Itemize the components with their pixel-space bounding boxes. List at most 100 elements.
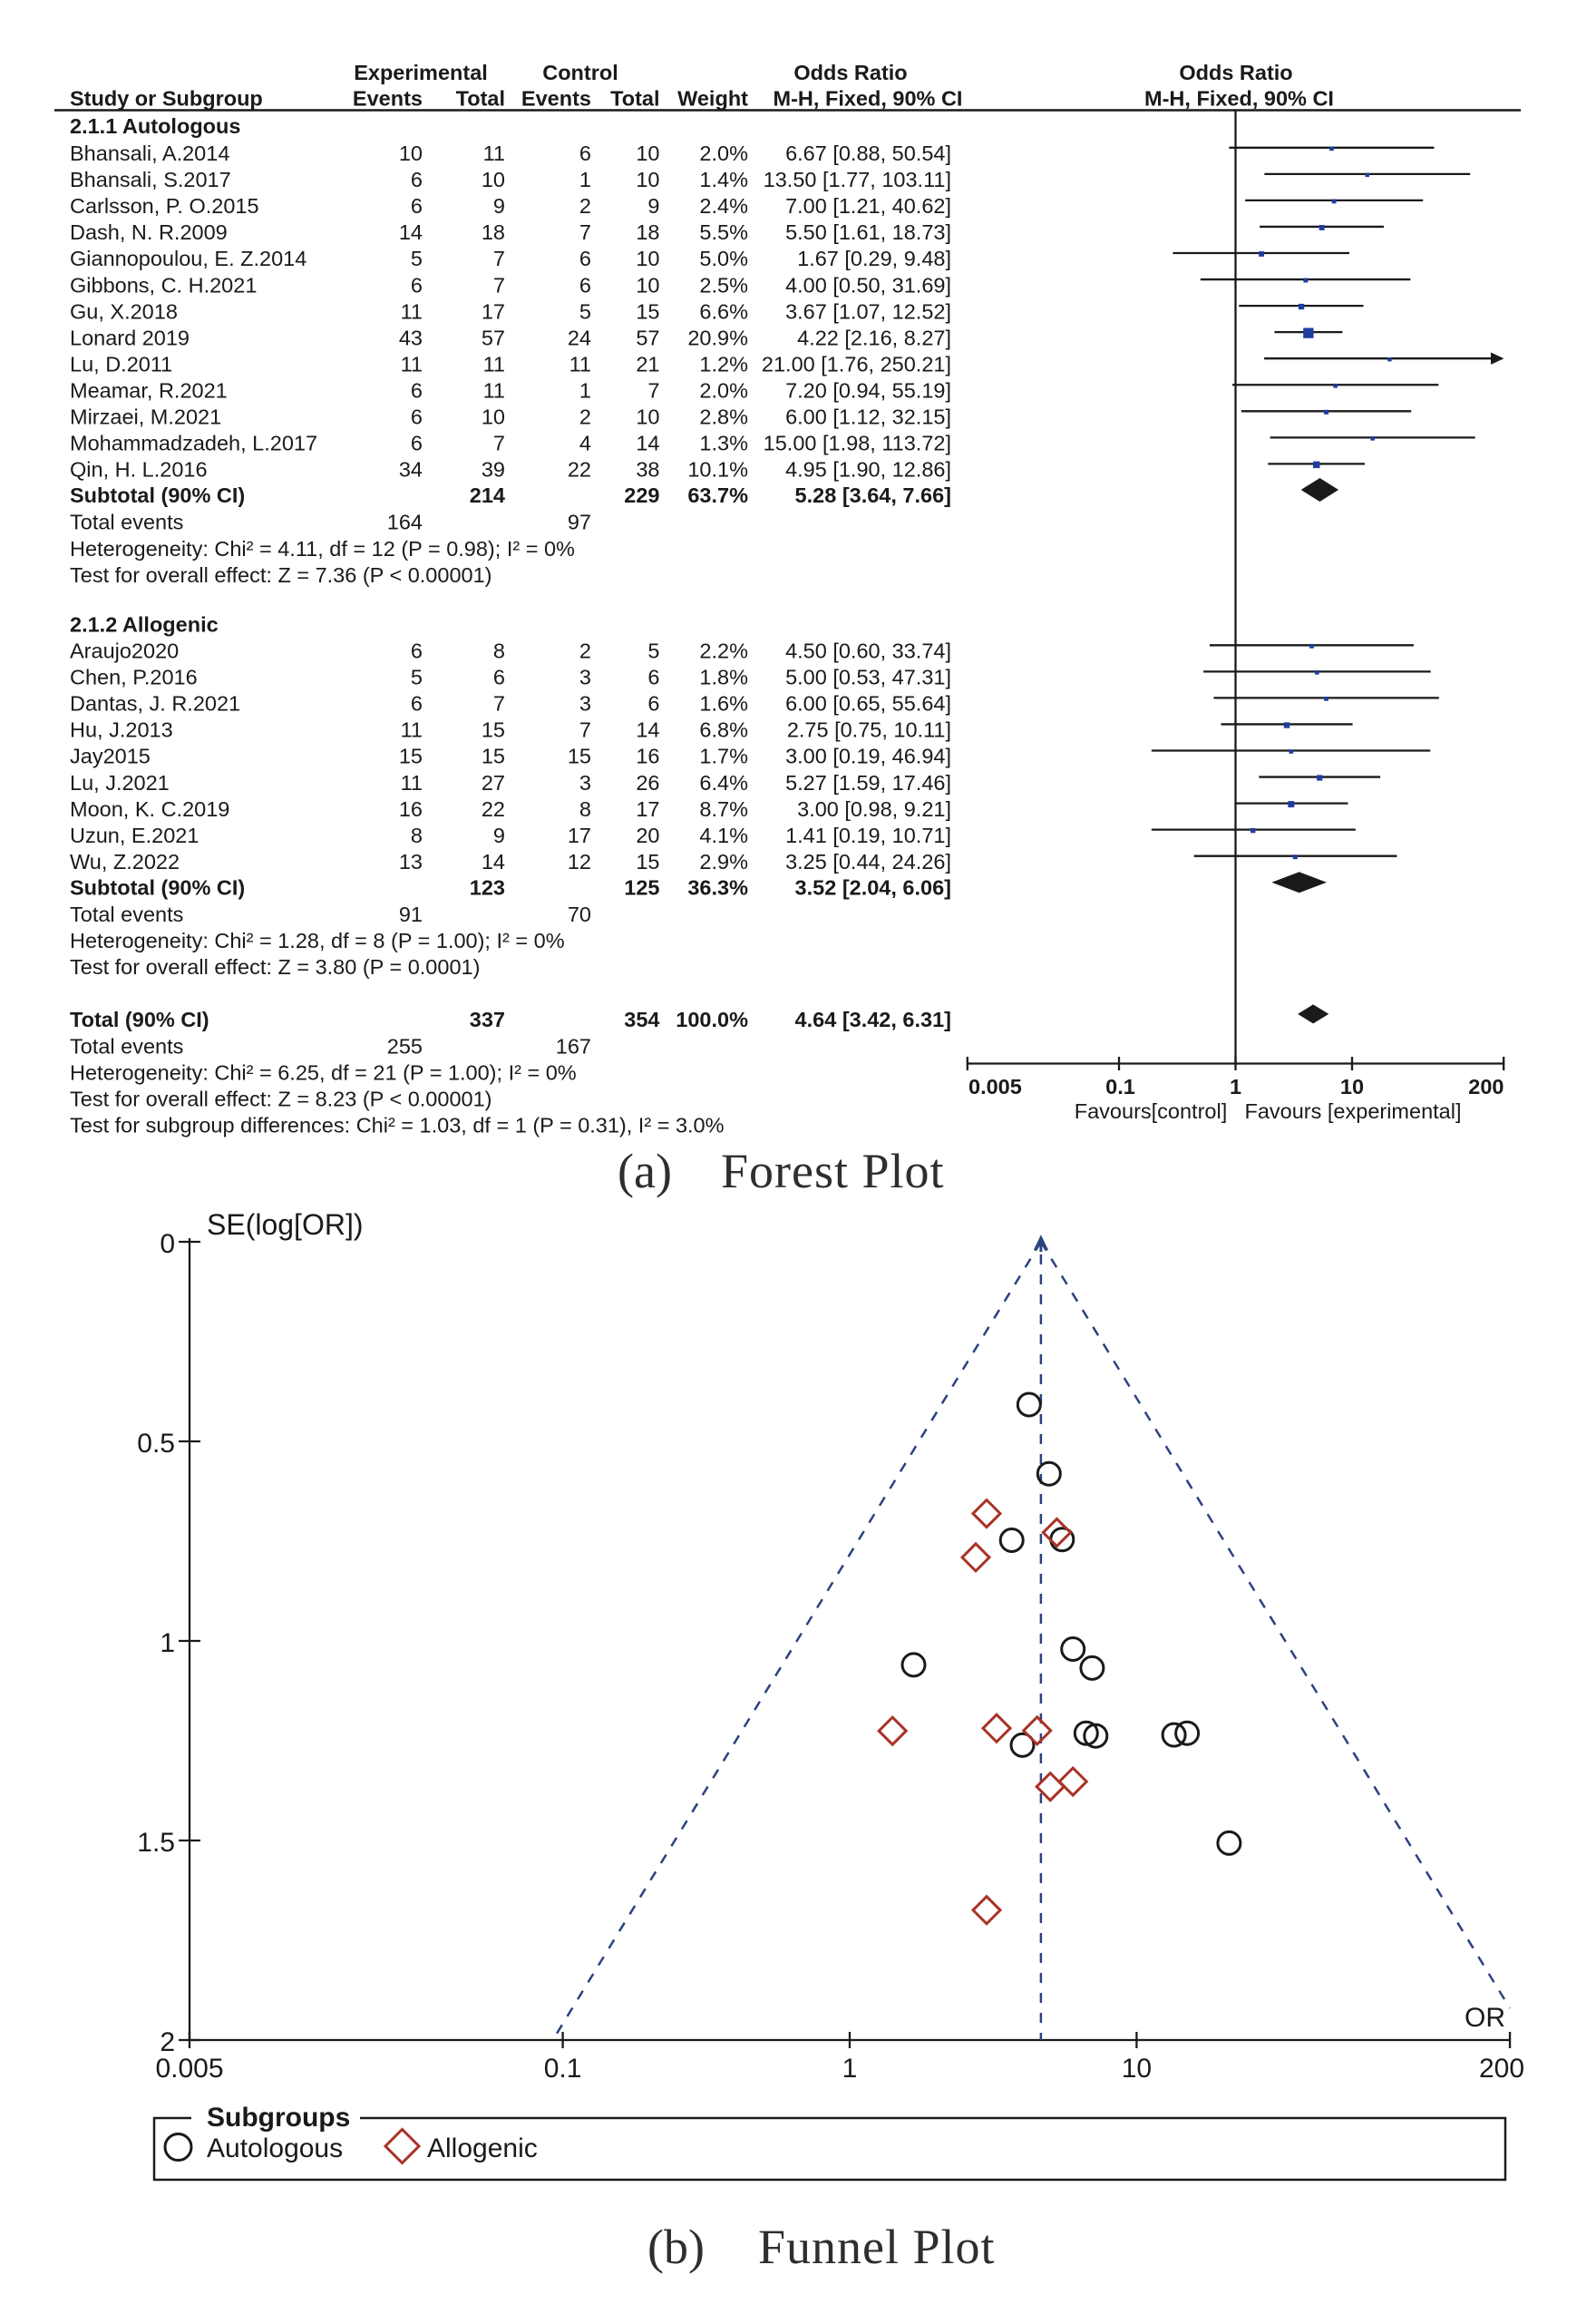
svg-text:5: 5 bbox=[647, 639, 659, 663]
svg-text:10: 10 bbox=[636, 168, 659, 191]
svg-text:(a): (a) bbox=[618, 1144, 672, 1198]
svg-text:Heterogeneity: Chi² = 1.28, df: Heterogeneity: Chi² = 1.28, df = 8 (P = … bbox=[70, 929, 565, 952]
svg-text:3: 3 bbox=[579, 692, 591, 716]
svg-text:8: 8 bbox=[579, 797, 591, 821]
svg-text:Wu, Z.2022: Wu, Z.2022 bbox=[70, 850, 180, 874]
svg-text:91: 91 bbox=[399, 903, 423, 926]
svg-text:36.3%: 36.3% bbox=[687, 876, 748, 900]
svg-text:Experimental: Experimental bbox=[354, 61, 488, 84]
svg-text:14: 14 bbox=[399, 220, 423, 244]
svg-text:10: 10 bbox=[482, 405, 505, 429]
svg-text:63.7%: 63.7% bbox=[687, 483, 748, 507]
svg-text:1.67 [0.29, 9.48]: 1.67 [0.29, 9.48] bbox=[797, 247, 951, 270]
svg-text:10: 10 bbox=[1122, 2054, 1152, 2084]
svg-text:6.67 [0.88, 50.54]: 6.67 [0.88, 50.54] bbox=[785, 142, 951, 165]
svg-text:Autologous: Autologous bbox=[207, 2133, 343, 2163]
svg-text:Events: Events bbox=[521, 87, 591, 111]
svg-text:Study or Subgroup: Study or Subgroup bbox=[70, 87, 263, 111]
svg-text:11: 11 bbox=[483, 352, 505, 376]
svg-text:57: 57 bbox=[636, 326, 659, 349]
svg-text:5.50 [1.61, 18.73]: 5.50 [1.61, 18.73] bbox=[785, 220, 951, 244]
svg-text:6: 6 bbox=[411, 168, 423, 191]
svg-text:255: 255 bbox=[387, 1034, 423, 1058]
svg-text:OR: OR bbox=[1465, 2003, 1505, 2033]
svg-text:4.1%: 4.1% bbox=[699, 824, 748, 847]
svg-text:70: 70 bbox=[568, 903, 591, 926]
svg-text:6.6%: 6.6% bbox=[699, 299, 748, 323]
svg-text:7.20 [0.94, 55.19]: 7.20 [0.94, 55.19] bbox=[785, 378, 951, 402]
svg-text:2.9%: 2.9% bbox=[699, 850, 748, 874]
svg-text:Events: Events bbox=[353, 87, 423, 111]
svg-text:2.8%: 2.8% bbox=[699, 405, 748, 429]
svg-text:Giannopoulou, E. Z.2014: Giannopoulou, E. Z.2014 bbox=[70, 247, 307, 270]
svg-text:2: 2 bbox=[160, 2027, 175, 2057]
svg-text:20.9%: 20.9% bbox=[687, 326, 748, 349]
svg-text:2.2%: 2.2% bbox=[699, 639, 748, 663]
svg-text:200: 200 bbox=[1468, 1075, 1504, 1098]
svg-text:24: 24 bbox=[568, 326, 591, 349]
svg-text:38: 38 bbox=[636, 458, 659, 482]
svg-text:39: 39 bbox=[482, 458, 505, 482]
svg-text:Subgroups: Subgroups bbox=[207, 2103, 350, 2133]
svg-text:2.1.2 Allogenic: 2.1.2 Allogenic bbox=[70, 612, 219, 636]
svg-text:0.1: 0.1 bbox=[544, 2054, 582, 2084]
svg-text:200: 200 bbox=[1479, 2054, 1524, 2084]
svg-text:5.5%: 5.5% bbox=[699, 220, 748, 244]
svg-text:Heterogeneity: Chi² = 6.25, df: Heterogeneity: Chi² = 6.25, df = 21 (P =… bbox=[70, 1060, 577, 1084]
svg-text:1: 1 bbox=[579, 378, 591, 402]
svg-text:6: 6 bbox=[411, 378, 423, 402]
svg-text:0.005: 0.005 bbox=[968, 1075, 1022, 1098]
svg-text:1.2%: 1.2% bbox=[699, 352, 748, 376]
svg-text:125: 125 bbox=[624, 876, 659, 900]
svg-text:Qin, H. L.2016: Qin, H. L.2016 bbox=[70, 458, 208, 482]
svg-text:14: 14 bbox=[636, 718, 659, 742]
svg-text:6: 6 bbox=[411, 432, 423, 455]
svg-text:17: 17 bbox=[482, 299, 505, 323]
svg-text:10: 10 bbox=[636, 273, 659, 297]
svg-text:10: 10 bbox=[399, 142, 423, 165]
svg-text:Test for overall effect: Z = 3: Test for overall effect: Z = 3.80 (P = 0… bbox=[70, 955, 480, 979]
svg-text:16: 16 bbox=[636, 745, 659, 768]
svg-text:5.27 [1.59, 17.46]: 5.27 [1.59, 17.46] bbox=[785, 771, 951, 795]
svg-text:Heterogeneity: Chi² = 4.11, df: Heterogeneity: Chi² = 4.11, df = 12 (P =… bbox=[70, 537, 575, 561]
svg-text:M-H, Fixed, 90% CI: M-H, Fixed, 90% CI bbox=[1144, 87, 1334, 111]
svg-text:14: 14 bbox=[636, 432, 659, 455]
svg-text:3.00 [0.19, 46.94]: 3.00 [0.19, 46.94] bbox=[785, 745, 951, 768]
svg-text:34: 34 bbox=[399, 458, 423, 482]
svg-text:11: 11 bbox=[401, 771, 423, 795]
svg-text:Gu, X.2018: Gu, X.2018 bbox=[70, 299, 178, 323]
svg-text:5.00 [0.53, 47.31]: 5.00 [0.53, 47.31] bbox=[785, 666, 951, 689]
svg-text:10: 10 bbox=[636, 405, 659, 429]
svg-text:123: 123 bbox=[470, 876, 505, 900]
svg-text:1: 1 bbox=[579, 168, 591, 191]
svg-text:11: 11 bbox=[569, 352, 591, 376]
svg-text:6.00 [1.12, 32.15]: 6.00 [1.12, 32.15] bbox=[785, 405, 951, 429]
svg-text:2.75 [0.75, 10.11]: 2.75 [0.75, 10.11] bbox=[787, 718, 951, 742]
svg-text:21.00 [1.76, 250.21]: 21.00 [1.76, 250.21] bbox=[762, 352, 951, 376]
svg-text:6: 6 bbox=[411, 194, 423, 218]
svg-text:2: 2 bbox=[579, 639, 591, 663]
svg-text:9: 9 bbox=[493, 824, 505, 847]
svg-text:10.1%: 10.1% bbox=[687, 458, 748, 482]
svg-text:Total: Total bbox=[456, 87, 505, 111]
svg-text:6.8%: 6.8% bbox=[699, 718, 748, 742]
svg-text:1.8%: 1.8% bbox=[699, 666, 748, 689]
svg-text:Test for overall effect: Z = 7: Test for overall effect: Z = 7.36 (P < 0… bbox=[70, 563, 491, 587]
svg-text:7: 7 bbox=[493, 273, 505, 297]
svg-text:6.00 [0.65, 55.64]: 6.00 [0.65, 55.64] bbox=[785, 692, 951, 716]
svg-text:9: 9 bbox=[647, 194, 659, 218]
svg-text:7: 7 bbox=[493, 247, 505, 270]
svg-text:97: 97 bbox=[568, 511, 591, 534]
svg-text:(b): (b) bbox=[647, 2220, 705, 2274]
svg-text:2.5%: 2.5% bbox=[699, 273, 748, 297]
svg-text:Allogenic: Allogenic bbox=[427, 2133, 538, 2163]
svg-text:0: 0 bbox=[160, 1229, 175, 1259]
svg-text:Mohammadzadeh, L.2017: Mohammadzadeh, L.2017 bbox=[70, 432, 317, 455]
svg-text:6: 6 bbox=[579, 273, 591, 297]
svg-text:2: 2 bbox=[579, 405, 591, 429]
svg-text:Lu, D.2011: Lu, D.2011 bbox=[70, 352, 172, 376]
svg-text:2.1.1 Autologous: 2.1.1 Autologous bbox=[70, 114, 240, 138]
svg-text:337: 337 bbox=[470, 1008, 505, 1031]
svg-text:Lonard 2019: Lonard 2019 bbox=[70, 326, 190, 349]
svg-text:8: 8 bbox=[493, 639, 505, 663]
